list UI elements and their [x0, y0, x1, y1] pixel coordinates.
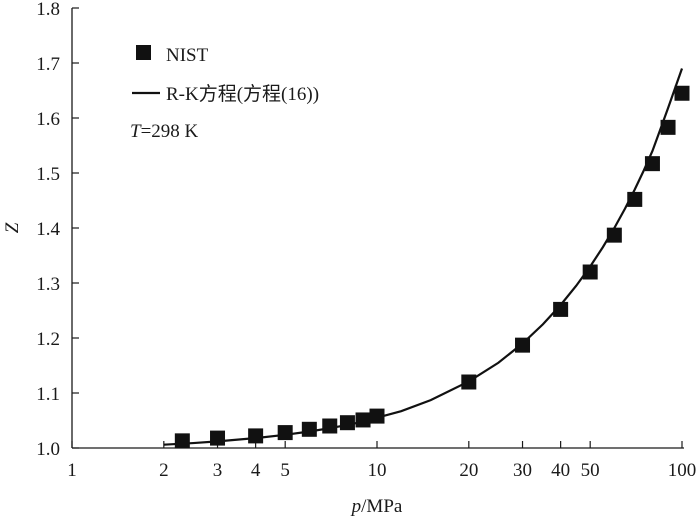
legend: NIST R-K方程(方程(16)) T=298 K [130, 45, 319, 142]
temperature-annotation: T=298 K [130, 121, 199, 142]
x-tick-label: 50 [581, 460, 600, 481]
y-tick-label: 1.8 [36, 0, 60, 20]
y-tick-label: 1.4 [36, 219, 60, 240]
nist-data-point [627, 191, 643, 207]
rk-fit-line [163, 68, 684, 446]
nist-data-point [174, 433, 190, 449]
nist-data-point [210, 430, 226, 446]
temperature-value: =298 K [141, 121, 199, 142]
x-tick-label: 1 [67, 460, 77, 481]
x-tick-label: 3 [213, 460, 223, 481]
temperature-symbol: T [130, 121, 142, 142]
x-tick-label: 4 [251, 460, 261, 481]
x-tick-label: 30 [513, 460, 532, 481]
nist-data-point [355, 412, 371, 428]
nist-data-point [606, 227, 622, 243]
y-axis-title: Z [2, 222, 23, 233]
nist-data-point [339, 415, 355, 431]
nist-data-point [369, 408, 385, 424]
x-ticks: 1 2 3 4 5 10 20 30 40 50 100 [67, 441, 696, 481]
x-axis-title: p/MPa [350, 496, 403, 517]
nist-data-point [515, 337, 531, 353]
nist-data-point [322, 418, 338, 434]
y-ticks: 1.0 1.1 1.2 1.3 1.4 1.5 1.6 1.7 1.8 [36, 0, 79, 460]
legend-marker-nist [136, 45, 151, 60]
nist-data-point [301, 421, 317, 437]
y-tick-label: 1.7 [36, 54, 60, 75]
x-tick-label: 5 [280, 460, 290, 481]
nist-data-point [277, 425, 293, 441]
y-tick-label: 1.5 [36, 164, 60, 185]
nist-data-point [660, 119, 676, 135]
y-tick-label: 1.6 [36, 109, 60, 130]
plot-series [163, 68, 690, 449]
axes [71, 8, 684, 449]
x-tick-label: 2 [159, 460, 169, 481]
legend-label-rk: R-K方程(方程(16)) [166, 83, 319, 105]
nist-data-point [461, 374, 477, 390]
x-tick-label: 20 [459, 460, 478, 481]
legend-label-nist: NIST [166, 45, 209, 66]
nist-data-point [644, 156, 660, 172]
x-axis-title-unit: /MPa [361, 496, 403, 517]
nist-data-point [553, 301, 569, 317]
nist-data-point [248, 428, 264, 444]
y-tick-label: 1.1 [36, 384, 60, 405]
y-tick-label: 1.0 [36, 439, 60, 460]
x-tick-label: 40 [551, 460, 570, 481]
x-tick-label: 100 [668, 460, 697, 481]
nist-data-point [582, 264, 598, 280]
y-tick-label: 1.2 [36, 329, 60, 350]
nist-data-point [674, 85, 690, 101]
x-tick-label: 10 [368, 460, 387, 481]
x-axis-title-symbol: p [350, 496, 362, 517]
y-tick-label: 1.3 [36, 274, 60, 295]
